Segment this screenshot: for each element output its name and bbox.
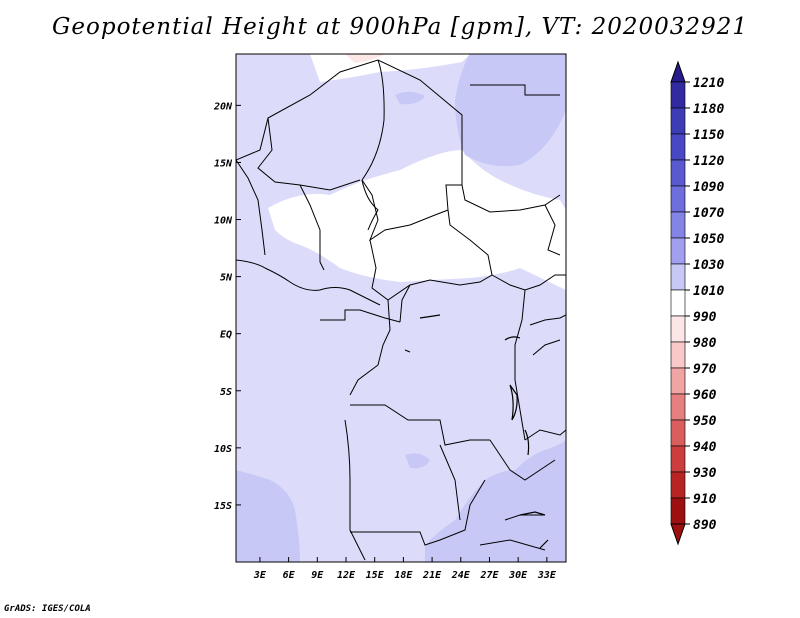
colorbar-label: 960 <box>693 388 717 403</box>
colorbar-label: 950 <box>693 414 717 429</box>
colorbar-swatch <box>670 211 686 239</box>
lat-tick-label: 15S <box>214 501 232 512</box>
lon-tick-label: 18E <box>394 570 413 581</box>
colorbar-swatch <box>670 263 686 291</box>
lat-tick-label: 5S <box>220 387 232 398</box>
lon-tick-label: 24E <box>451 570 471 581</box>
colorbar-swatch <box>670 289 686 317</box>
lon-tick-label: 12E <box>337 570 356 581</box>
lat-tick-label: 15N <box>214 158 233 169</box>
lake-outlines <box>404 314 549 549</box>
colorbar-label: 1120 <box>693 154 724 169</box>
colorbar-label: 980 <box>693 336 717 351</box>
height-field-1010-region <box>268 150 566 290</box>
lat-tick-label: 20N <box>213 101 233 112</box>
colorbar-top-arrow <box>670 60 686 83</box>
longitude-axis: 3E 6E 9E 12E 15E 18E 21E 24E 27E 30E 33E <box>253 557 557 581</box>
height-field-1050-northwest-patch <box>395 91 425 105</box>
colorbar-swatch <box>670 107 686 135</box>
colorbar-label: 1050 <box>693 232 724 247</box>
lon-tick-label: 33E <box>537 570 557 581</box>
colorbar-label: 940 <box>693 440 717 455</box>
colorbar-swatch <box>670 367 686 395</box>
colorbar-bottom-arrow <box>670 523 686 546</box>
colorbar-swatch <box>670 81 686 109</box>
colorbar-label: 970 <box>693 362 717 377</box>
colorbar-swatch <box>670 237 686 265</box>
height-field-990-top <box>345 54 385 63</box>
height-field-1050-northeast <box>455 54 566 167</box>
colorbar-swatch <box>670 133 686 161</box>
colorbar-label: 1180 <box>693 102 724 117</box>
colorbar-label: 1210 <box>693 76 724 91</box>
map-frame <box>235 53 567 563</box>
height-field-1010-top <box>310 54 470 82</box>
colorbar-label: 930 <box>693 466 717 481</box>
lon-tick-label: 27E <box>479 570 499 581</box>
colorbar-label: 910 <box>693 492 717 507</box>
colorbar-swatch <box>670 341 686 369</box>
colorbar-swatch <box>670 445 686 473</box>
lat-tick-label: EQ <box>220 330 232 341</box>
map-title: Geopotential Height at 900hPa [gpm], VT:… <box>52 14 748 40</box>
lat-tick-label: 10N <box>214 216 233 227</box>
lat-tick-label: 10S <box>214 444 232 455</box>
lon-tick-label: 6E <box>283 570 296 581</box>
lon-tick-label: 9E <box>311 570 324 581</box>
colorbar-label: 1090 <box>693 180 724 195</box>
colorbar-label: 890 <box>693 518 717 533</box>
lon-tick-label: 3E <box>253 570 267 581</box>
colorbar-swatch <box>670 393 686 421</box>
colorbar-label: 1070 <box>693 206 724 221</box>
grads-credit: GrADS: IGES/COLA <box>4 604 91 614</box>
latitude-axis: 20N 15N 10N 5N EQ 5S 10S 15S <box>213 101 241 512</box>
lon-tick-label: 30E <box>508 570 528 581</box>
colorbar-swatch <box>670 419 686 447</box>
lat-tick-label: 5N <box>220 273 233 284</box>
colorbar-swatch <box>670 497 686 525</box>
height-field-1050-southwest <box>236 470 300 562</box>
height-field-1050-patch-south <box>405 453 430 469</box>
colorbar-label: 1030 <box>693 258 724 273</box>
colorbar-swatch <box>670 185 686 213</box>
colorbar-swatch <box>670 159 686 187</box>
colorbar-swatch <box>670 315 686 343</box>
lon-tick-label: 21E <box>422 570 442 581</box>
lon-tick-label: 15E <box>366 570 385 581</box>
country-borders <box>236 59 566 561</box>
colorbar-swatch <box>670 471 686 499</box>
colorbar-label: 1150 <box>693 128 724 143</box>
colorbar-label: 1010 <box>693 284 724 299</box>
colorbar-label: 990 <box>693 310 717 325</box>
